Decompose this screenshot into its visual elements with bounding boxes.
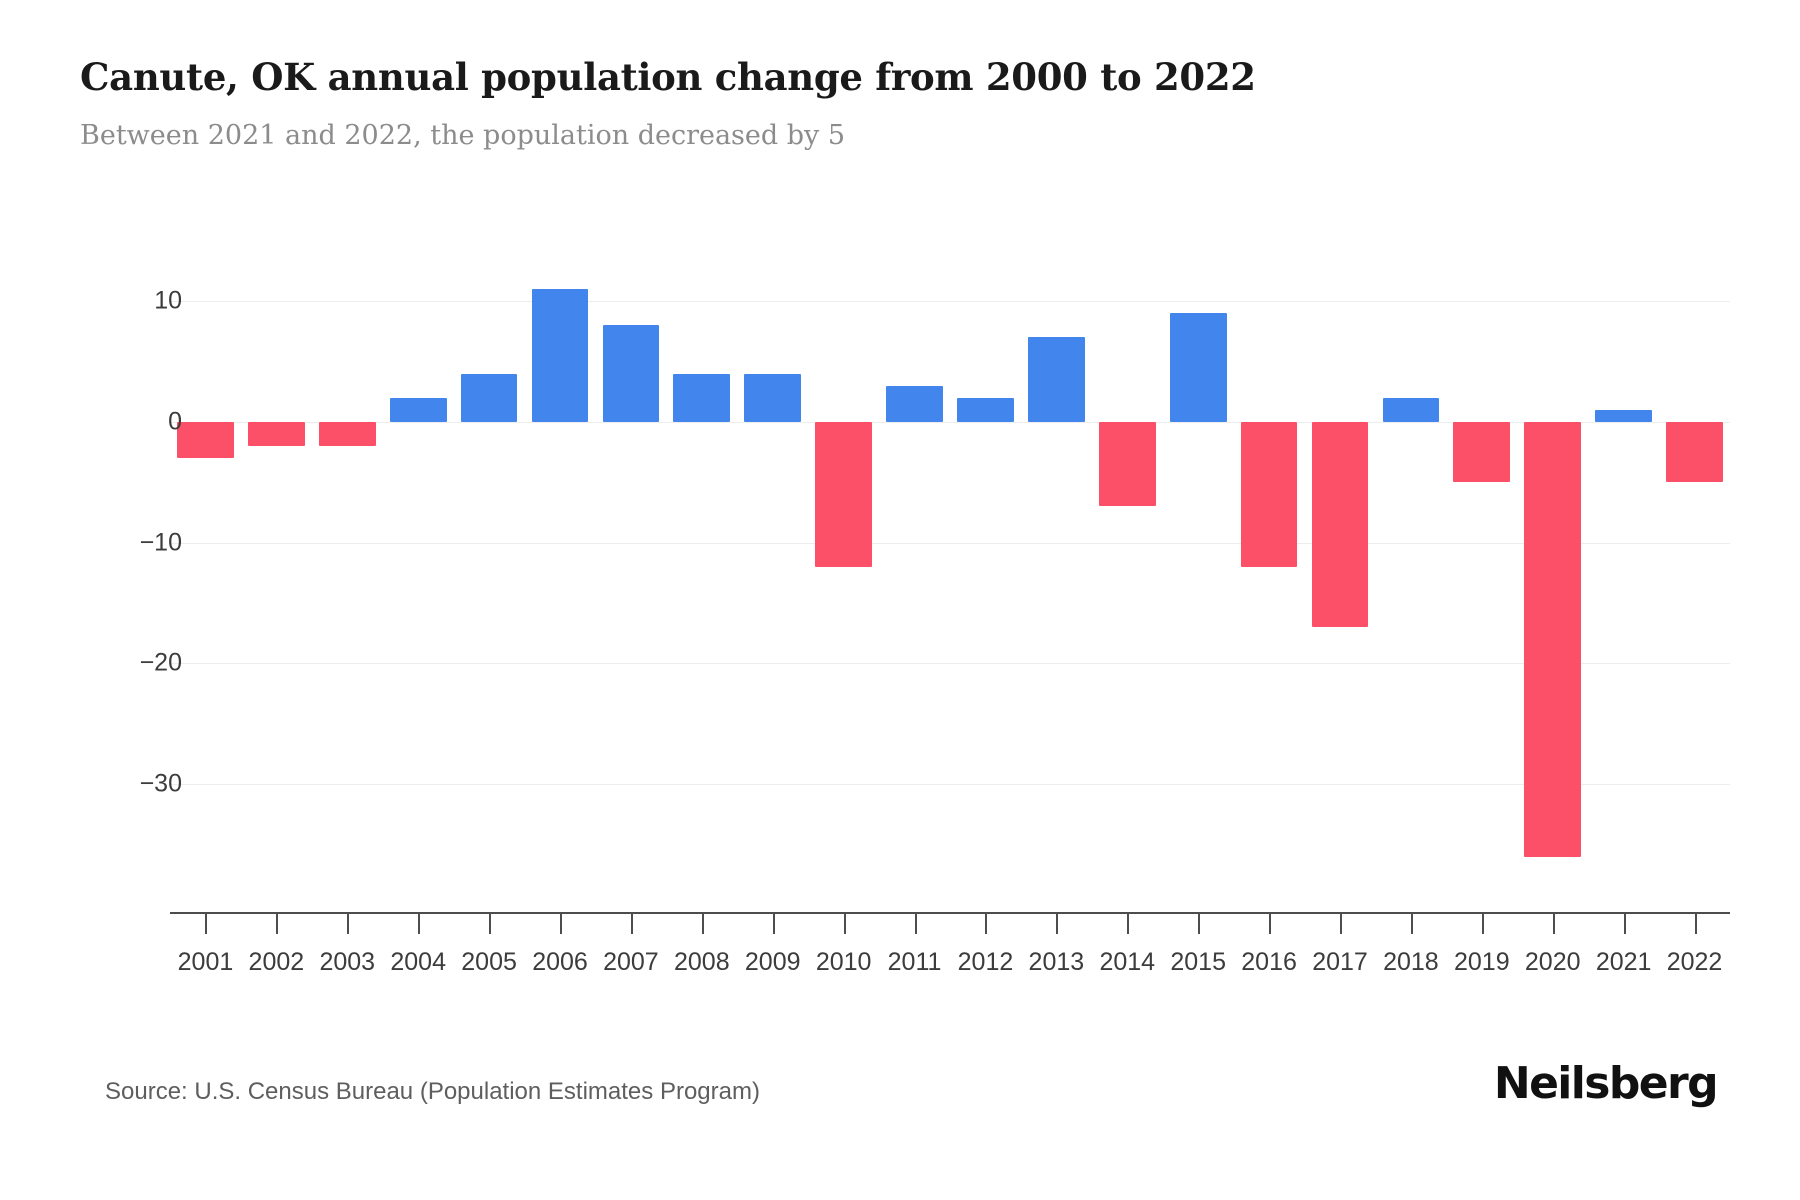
x-tick xyxy=(1269,912,1272,934)
bar-2008[interactable] xyxy=(673,373,731,422)
x-tick-label-2021: 2021 xyxy=(1595,948,1652,976)
x-tick xyxy=(1340,912,1342,934)
bar-2002[interactable] xyxy=(248,421,305,447)
x-tick-label-2003: 2003 xyxy=(319,948,376,976)
x-tick xyxy=(701,912,704,934)
x-tick xyxy=(1127,912,1130,934)
bar-2004[interactable] xyxy=(389,397,447,422)
x-tick xyxy=(1056,912,1059,934)
x-tick-label-2022: 2022 xyxy=(1666,948,1723,976)
bar-2019[interactable] xyxy=(1453,421,1511,483)
bar-2001[interactable] xyxy=(177,421,234,459)
x-tick xyxy=(276,912,279,934)
x-tick xyxy=(347,912,350,934)
x-tick-label-2002: 2002 xyxy=(248,948,305,976)
page-title: Canute, OK annual population change from… xyxy=(80,55,1256,99)
x-tick xyxy=(1623,912,1626,934)
bar-2014[interactable] xyxy=(1098,421,1156,507)
bar-2021[interactable] xyxy=(1595,409,1652,422)
x-tick xyxy=(985,912,988,934)
gridline xyxy=(170,663,1730,665)
bar-2003[interactable] xyxy=(318,421,376,447)
x-tick xyxy=(418,912,421,934)
bar-2013[interactable] xyxy=(1028,337,1085,422)
y-tick-label: −20 xyxy=(139,648,182,677)
source-note: Source: U.S. Census Bureau (Population E… xyxy=(105,1078,760,1105)
x-tick xyxy=(560,912,562,934)
brand-logo: Neilsberg xyxy=(1493,1058,1719,1109)
x-tick xyxy=(1198,912,1201,934)
x-tick-label-2018: 2018 xyxy=(1383,948,1439,976)
x-tick-label-2019: 2019 xyxy=(1454,948,1510,976)
x-tick xyxy=(1552,912,1555,934)
bar-2022[interactable] xyxy=(1666,421,1723,483)
x-tick-label-2006: 2006 xyxy=(532,948,588,976)
x-tick-label-2016: 2016 xyxy=(1241,948,1297,976)
bar-2011[interactable] xyxy=(886,385,943,422)
x-tick-label-2013: 2013 xyxy=(1028,948,1085,976)
y-tick-label: −10 xyxy=(139,528,182,557)
bar-2010[interactable] xyxy=(815,421,872,567)
x-tick xyxy=(630,912,633,934)
x-tick xyxy=(1481,912,1484,934)
x-tick-label-2005: 2005 xyxy=(461,948,517,976)
bar-2007[interactable] xyxy=(602,325,660,422)
x-tick-label-2020: 2020 xyxy=(1524,948,1581,976)
gridline xyxy=(170,784,1730,786)
x-tick-label-2008: 2008 xyxy=(674,948,730,976)
y-tick-label: 0 xyxy=(168,407,182,436)
x-tick xyxy=(1694,912,1697,934)
bar-2016[interactable] xyxy=(1240,421,1298,567)
x-tick-label-2017: 2017 xyxy=(1312,948,1368,976)
x-tick-label-2001: 2001 xyxy=(177,948,234,976)
x-tick xyxy=(489,912,492,934)
x-tick-label-2004: 2004 xyxy=(390,948,446,976)
x-tick-label-2012: 2012 xyxy=(957,948,1014,976)
bar-2017[interactable] xyxy=(1311,421,1369,628)
x-tick-label-2011: 2011 xyxy=(887,948,942,976)
bar-2015[interactable] xyxy=(1169,313,1227,422)
bar-2006[interactable] xyxy=(531,289,589,422)
bar-2020[interactable] xyxy=(1524,421,1582,857)
x-tick-label-2007: 2007 xyxy=(603,948,659,976)
x-tick xyxy=(772,912,775,934)
y-tick-label: 10 xyxy=(154,286,182,315)
x-tick xyxy=(914,912,917,934)
chart-subtitle: Between 2021 and 2022, the population de… xyxy=(80,120,846,151)
bar-series xyxy=(170,265,1730,905)
bar-2005[interactable] xyxy=(460,373,518,422)
x-tick-label-2015: 2015 xyxy=(1170,948,1226,976)
x-tick xyxy=(843,912,846,934)
x-axis-line xyxy=(170,912,1730,914)
x-tick-label-2014: 2014 xyxy=(1099,948,1156,976)
y-tick-label: −30 xyxy=(139,769,182,798)
bar-2009[interactable] xyxy=(744,373,802,422)
bar-2018[interactable] xyxy=(1382,397,1440,422)
gridline xyxy=(170,421,1730,423)
bar-plot xyxy=(170,265,1730,905)
bar-2012[interactable] xyxy=(957,397,1014,422)
x-tick-label-2010: 2010 xyxy=(815,948,872,976)
x-tick-label-2009: 2009 xyxy=(744,948,801,976)
x-tick xyxy=(205,912,208,934)
gridline xyxy=(170,542,1730,544)
gridline xyxy=(170,301,1730,303)
x-tick xyxy=(1410,912,1413,934)
